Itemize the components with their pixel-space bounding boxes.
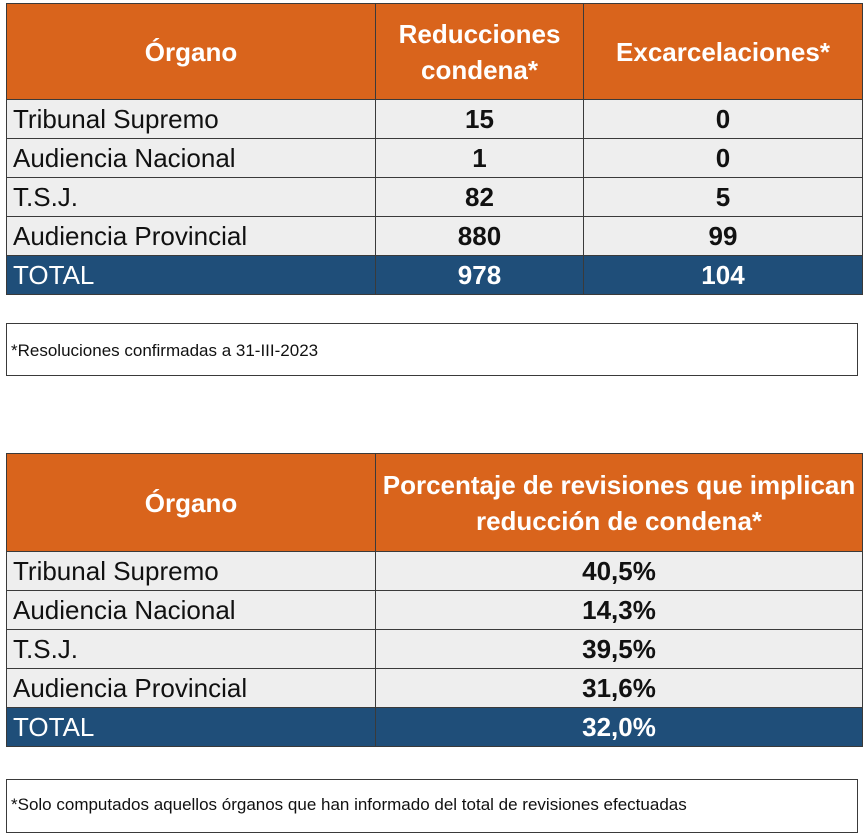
row-porcentaje: 40,5% [375, 551, 863, 591]
header-organo: Órgano [6, 3, 376, 100]
row-organo: Audiencia Provincial [6, 216, 376, 256]
row-organo: T.S.J. [6, 629, 376, 669]
row-organo: Audiencia Nacional [6, 590, 376, 630]
total-reducciones: 978 [375, 255, 584, 295]
header-organo: Órgano [6, 453, 376, 552]
row-reducciones: 15 [375, 99, 584, 139]
table-row: Tribunal Supremo 40,5% [6, 551, 863, 591]
reductions-table: Órgano Reducciones condena* Excarcelacio… [6, 3, 863, 295]
row-reducciones: 1 [375, 138, 584, 178]
table-row: T.S.J. 39,5% [6, 629, 863, 669]
table-row: T.S.J. 82 5 [6, 177, 863, 217]
row-excarcelaciones: 0 [583, 99, 863, 139]
row-excarcelaciones: 5 [583, 177, 863, 217]
footnote-resoluciones: *Resoluciones confirmadas a 31-III-2023 [6, 323, 858, 376]
row-porcentaje: 39,5% [375, 629, 863, 669]
header-excarcelaciones: Excarcelaciones* [583, 3, 863, 100]
table-row: Audiencia Provincial 31,6% [6, 668, 863, 708]
total-porcentaje: 32,0% [375, 707, 863, 747]
table-row: Audiencia Nacional 1 0 [6, 138, 863, 178]
row-organo: Tribunal Supremo [6, 551, 376, 591]
row-organo: T.S.J. [6, 177, 376, 217]
row-organo: Tribunal Supremo [6, 99, 376, 139]
total-row: TOTAL 32,0% [6, 707, 863, 747]
row-organo: Audiencia Nacional [6, 138, 376, 178]
header-reducciones: Reducciones condena* [375, 3, 584, 100]
row-reducciones: 82 [375, 177, 584, 217]
percentage-table: Órgano Porcentaje de revisiones que impl… [6, 453, 863, 747]
header-porcentaje: Porcentaje de revisiones que implican re… [375, 453, 863, 552]
total-excarcelaciones: 104 [583, 255, 863, 295]
row-porcentaje: 14,3% [375, 590, 863, 630]
table-row: Audiencia Provincial 880 99 [6, 216, 863, 256]
table-row: Tribunal Supremo 15 0 [6, 99, 863, 139]
table-row: Audiencia Nacional 14,3% [6, 590, 863, 630]
row-excarcelaciones: 99 [583, 216, 863, 256]
row-reducciones: 880 [375, 216, 584, 256]
total-label: TOTAL [6, 255, 376, 295]
total-label: TOTAL [6, 707, 376, 747]
total-row: TOTAL 978 104 [6, 255, 863, 295]
footnote-computados: *Solo computados aquellos órganos que ha… [6, 779, 858, 833]
header-row: Órgano Reducciones condena* Excarcelacio… [6, 3, 863, 100]
row-organo: Audiencia Provincial [6, 668, 376, 708]
row-porcentaje: 31,6% [375, 668, 863, 708]
row-excarcelaciones: 0 [583, 138, 863, 178]
header-row: Órgano Porcentaje de revisiones que impl… [6, 453, 863, 552]
